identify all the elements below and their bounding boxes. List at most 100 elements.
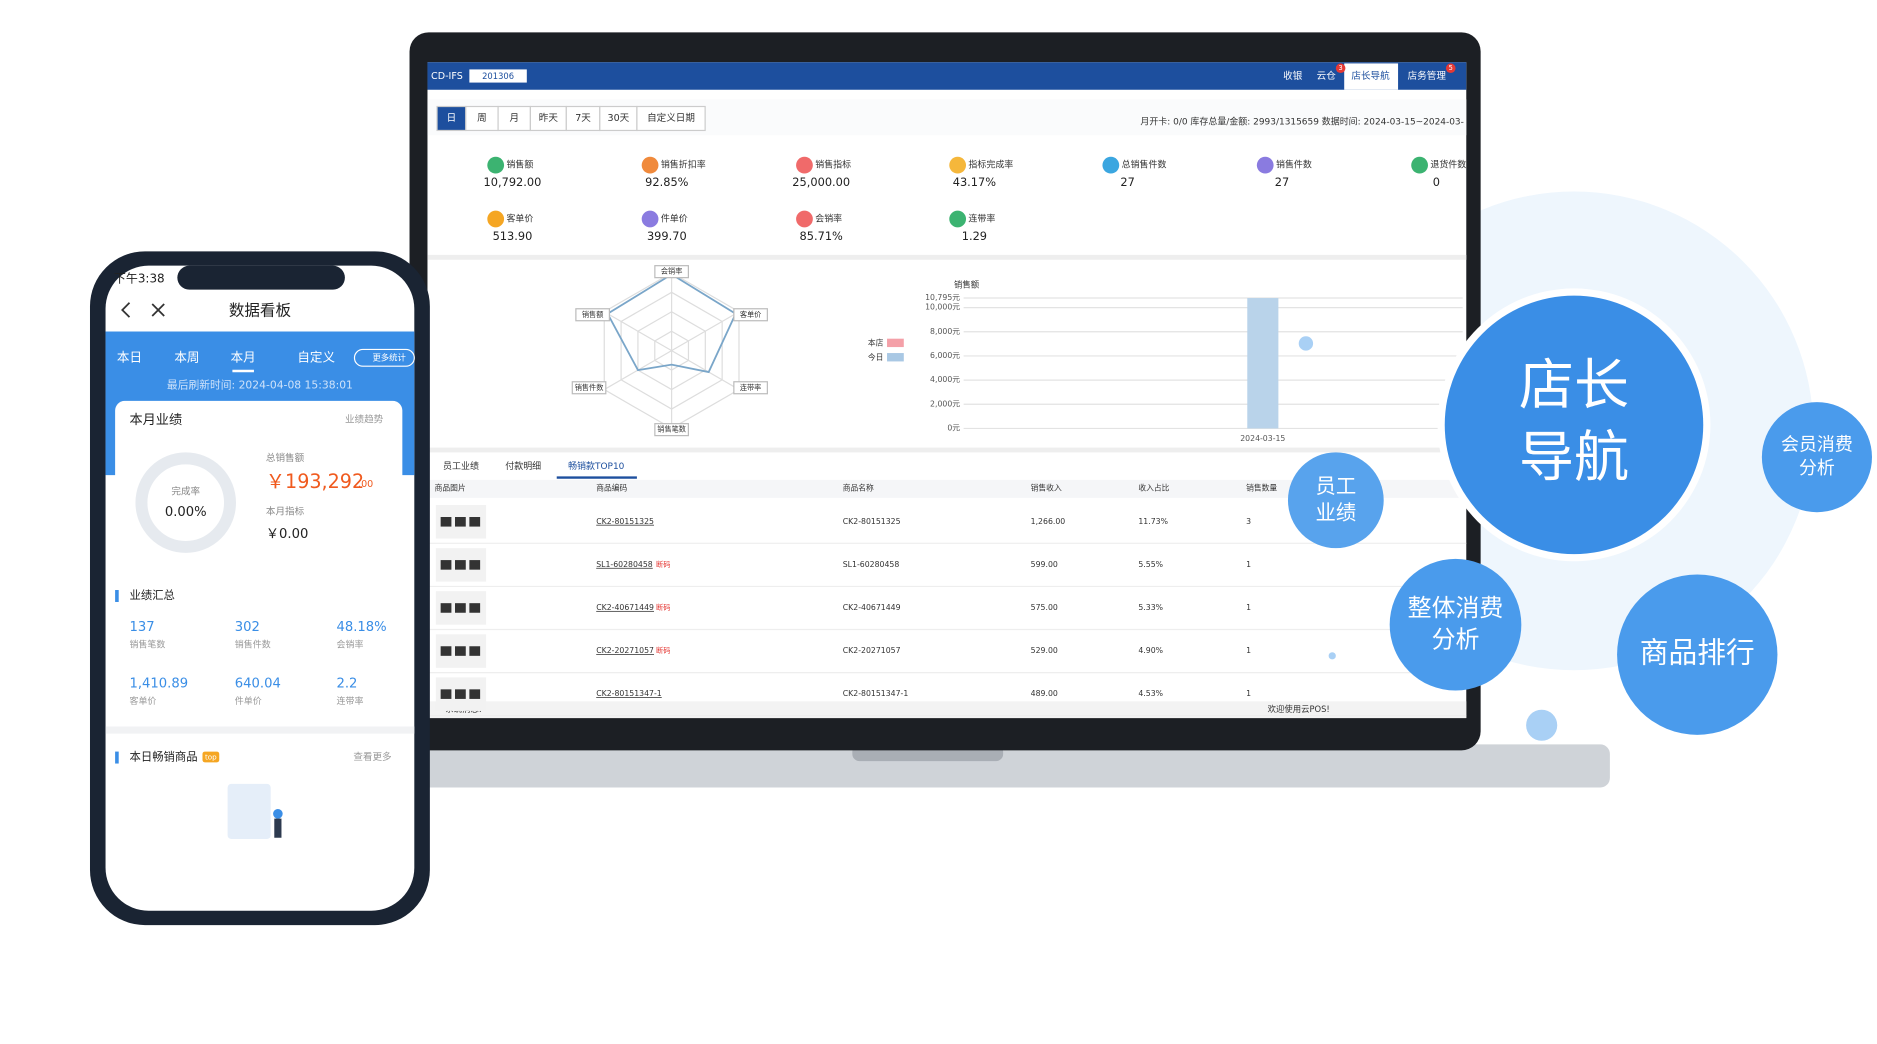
nav-item[interactable]: 店务管理	[1408, 70, 1447, 82]
table-cell: 4.90%	[1138, 646, 1163, 655]
bubble-label[interactable]: 商品排行	[1640, 636, 1755, 670]
sales-value: ￥193,292	[266, 470, 364, 493]
date-tab-label[interactable]: 日	[447, 113, 457, 124]
bubble-label[interactable]: 导航	[1519, 425, 1629, 489]
product-thumb-item	[440, 603, 452, 613]
legend-label: 今日	[868, 352, 884, 362]
stat-value: 48.18%	[337, 620, 387, 635]
dot	[1526, 709, 1558, 741]
bubble[interactable]	[1617, 574, 1778, 735]
kpi-value: 27	[1120, 175, 1134, 189]
stat-value: 1,410.89	[129, 676, 188, 691]
table-cell[interactable]: CK2-40671449	[596, 603, 654, 612]
table-cell: CK2-80151347-1	[843, 689, 909, 698]
table-cell: CK2-80151325	[843, 517, 901, 526]
product-thumb-item	[469, 689, 481, 699]
see-more[interactable]: 查看更多	[353, 751, 392, 763]
product-thumb-item	[455, 560, 466, 570]
date-tab-label[interactable]: 昨天	[539, 112, 559, 124]
bubble[interactable]	[1287, 452, 1384, 549]
status-bar	[427, 701, 1467, 719]
empty-illustration	[273, 809, 283, 819]
nav-item[interactable]: 云仓	[1317, 70, 1337, 82]
date-tab-label[interactable]: 周	[477, 113, 487, 124]
date-tab-label[interactable]: 7天	[575, 113, 591, 124]
phone-tab[interactable]: 本周	[174, 349, 199, 364]
bubble-label[interactable]: 业绩	[1316, 500, 1357, 524]
stat-label: 销售笔数	[129, 639, 165, 651]
table-header: 销售收入	[1031, 482, 1062, 492]
nav-item[interactable]: 店长导航	[1351, 70, 1390, 82]
phone-time: 下午3:38	[114, 271, 165, 285]
kpi-icon	[487, 210, 505, 228]
donut-label: 完成率	[171, 485, 200, 497]
table-tab[interactable]: 畅销款TOP10	[568, 460, 625, 472]
bubble-label[interactable]: 分析	[1432, 625, 1480, 653]
kpi-label: 会销率	[815, 213, 842, 225]
table-cell[interactable]: CK2-80151325	[596, 517, 654, 526]
nav-icons[interactable]	[121, 302, 165, 318]
table-cell[interactable]: CK2-80151347-1	[596, 689, 662, 698]
donut	[135, 452, 236, 553]
store-code-box	[469, 69, 527, 83]
kpi-icon	[641, 210, 659, 228]
phone-tab[interactable]: 本月	[231, 349, 256, 364]
date-tab[interactable]	[636, 105, 706, 132]
legend-swatch	[887, 353, 904, 362]
table-cell[interactable]: CK2-20271057	[596, 646, 654, 655]
nav-item[interactable]: 收银	[1283, 70, 1303, 82]
product-thumb-item	[455, 646, 466, 656]
sales-cents: .00	[358, 479, 373, 490]
table-cell: 1,266.00	[1031, 517, 1066, 526]
laptop-base	[407, 744, 1610, 788]
bubble-label[interactable]: 整体消费	[1408, 594, 1504, 622]
bubble-label[interactable]: 分析	[1799, 458, 1835, 479]
radar-label: 会销率	[661, 267, 683, 276]
table-tab[interactable]: 员工业绩	[443, 460, 479, 472]
bubble-label[interactable]: 店长	[1519, 353, 1629, 417]
phone-tab[interactable]: 本日	[117, 349, 142, 364]
table-cell: 1	[1246, 603, 1251, 612]
brand: CD-IFS	[431, 71, 463, 82]
date-tab-label[interactable]: 自定义日期	[647, 112, 695, 124]
status-right: 欢迎使用云POS!	[1268, 704, 1330, 714]
table-cell[interactable]: SL1-60280458	[596, 560, 653, 569]
date-tab-label[interactable]: 30天	[607, 113, 629, 124]
bubble-label[interactable]: 员工	[1316, 474, 1357, 498]
badge	[1445, 63, 1456, 74]
kpi-icon	[1256, 156, 1274, 174]
date-tab-label[interactable]: 月	[509, 113, 519, 124]
bubble[interactable]	[1761, 402, 1872, 513]
y-tick-label: 0元	[947, 423, 960, 432]
sales-label: 总销售额	[266, 452, 305, 464]
phone-tab[interactable]: 自定义	[297, 349, 335, 364]
table-cell: CK2-40671449	[843, 603, 901, 612]
product-thumb-item	[455, 603, 466, 613]
kpi-value: 25,000.00	[792, 175, 850, 189]
product-thumb-item	[440, 689, 452, 699]
donut-value: 0.00%	[165, 505, 207, 520]
table-cell: SL1-60280458	[843, 560, 900, 569]
badge-count: 5	[1449, 64, 1453, 72]
stat-label: 客单价	[129, 695, 156, 707]
target-value: ￥0.00	[266, 527, 308, 542]
product-thumb-item	[469, 646, 481, 656]
kpi-label: 总销售件数	[1122, 159, 1167, 171]
stat-value: 137	[129, 620, 154, 635]
more[interactable]: 更多统计	[372, 352, 406, 362]
bubble-label[interactable]: 会员消费	[1781, 435, 1853, 456]
stat-label: 销售件数	[235, 639, 271, 651]
table-tab[interactable]: 付款明细	[505, 460, 541, 472]
product-thumb-item	[440, 560, 452, 570]
bubble[interactable]	[1389, 558, 1522, 691]
kpi-label: 销售额	[506, 159, 533, 171]
y-tick-label: 10,795元	[925, 293, 960, 302]
best-tag: top	[205, 753, 217, 762]
more-btn[interactable]	[353, 348, 415, 367]
trend[interactable]: 业绩趋势	[345, 414, 384, 426]
kpi-icon	[796, 156, 813, 174]
table-cell: 529.00	[1031, 646, 1058, 655]
bubble[interactable]	[1444, 295, 1704, 555]
